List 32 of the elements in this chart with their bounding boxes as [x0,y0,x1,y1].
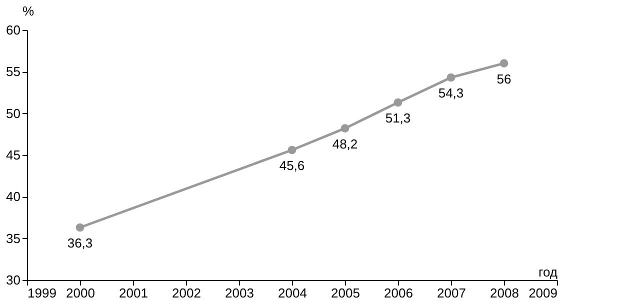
data-label: 51,3 [385,110,411,126]
y-tick-label: 30 [6,272,20,288]
x-tick-label: 2003 [225,286,254,300]
x-tick-label: 2009 [528,286,558,300]
x-tick-label: 1999 [28,286,56,300]
data-label: 36,3 [67,236,93,250]
data-label: 45,6 [279,158,305,173]
x-tick-label: 2008 [490,286,519,300]
y-axis-title: % [22,4,34,18]
x-tick-label: 2000 [66,286,95,300]
x-tick-label: 2001 [119,286,148,300]
point [340,124,350,133]
x-axis-title: год [538,264,558,280]
x-tick-label: 2002 [172,286,201,300]
data-label: 48,2 [332,136,358,152]
point [76,223,84,232]
x-tick-label: 2007 [437,286,466,300]
x-tick-label: 2004 [278,286,307,300]
point [500,59,508,68]
data-label: 56 [496,71,512,86]
y-tick-label: 50 [6,106,20,121]
y-tick-label: 40 [6,189,20,204]
x-tick-label: 2005 [331,286,360,300]
point [288,146,296,154]
data-label: 54,3 [438,86,464,100]
y-tick-label: 45 [6,148,20,162]
y-tick-label: 55 [6,64,20,80]
point [446,73,456,82]
x-tick-label: 2006 [384,286,413,300]
y-tick-label: 60 [6,22,20,38]
point [394,98,402,107]
y-tick-label: 35 [6,230,20,246]
